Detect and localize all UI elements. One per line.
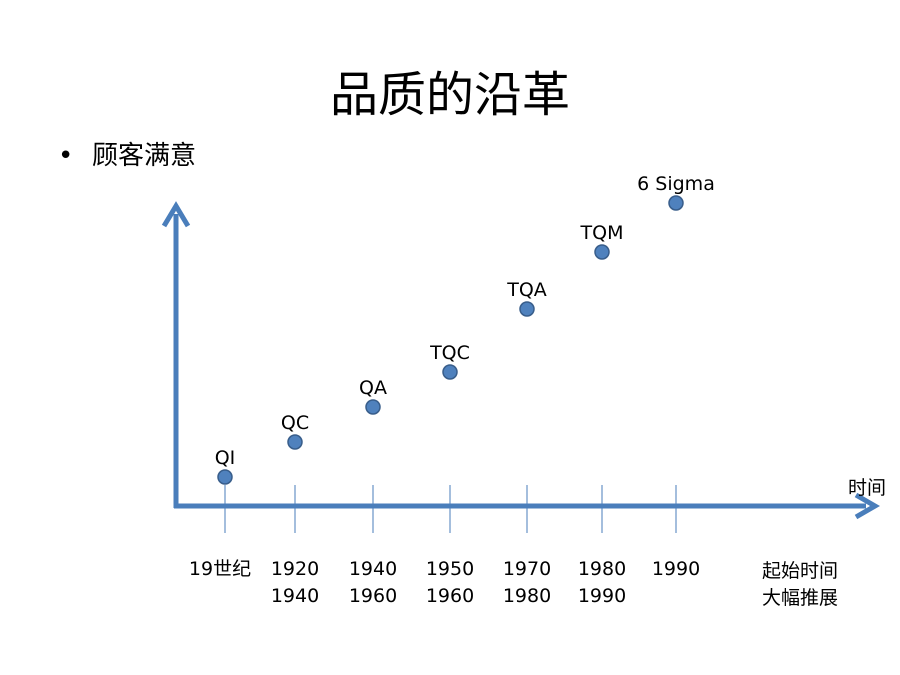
bullet-item: • 顾客满意 [58,138,196,174]
period-labels: 19世纪 1920 1940 1940 1960 1950 1960 1970 1980 1980… [189,558,838,609]
trailing-period-label: 起始时间 [762,560,838,582]
stage-label: QC [281,412,309,434]
stage-marker [519,301,535,317]
x-axis-label: 时间 [848,477,886,499]
slide-title: 品质的沿革 [329,67,570,123]
stage-marker [594,244,610,260]
stage-marker [365,399,381,415]
axes [161,201,880,520]
period-label: 1950 [426,558,474,580]
stage-label: 6 Sigma [637,173,715,195]
stage-marker [668,195,684,211]
stage-marker [217,469,233,485]
stage-points: QI QC QA TQC TQA TQM 6 Sigma [215,173,715,485]
stage-label: TQA [506,279,547,301]
trailing-period-label: 大幅推展 [762,587,838,609]
period-label: 1980 [578,558,626,580]
tick-lines [224,485,677,533]
stage-marker [287,434,303,450]
bullet-dot-icon: • [58,141,74,171]
period-label: 1920 [271,558,319,580]
period-label: 19世纪 [189,558,251,580]
stage-label: QI [215,447,236,469]
period-label: 1990 [652,558,700,580]
bullet-text: 顾客满意 [92,141,197,171]
period-label: 1940 [349,558,397,580]
period-label: 1940 [271,585,319,607]
stage-marker [442,364,458,380]
period-label: 1960 [349,585,397,607]
stage-label: TQM [580,222,624,244]
stage-label: QA [359,377,387,399]
period-label: 1970 [503,558,551,580]
period-label: 1960 [426,585,474,607]
period-label: 1990 [578,585,626,607]
x-axis-arrow-icon [854,492,880,520]
y-axis-arrow-icon [161,201,191,228]
stage-label: TQC [429,342,470,364]
period-label: 1980 [503,585,551,607]
